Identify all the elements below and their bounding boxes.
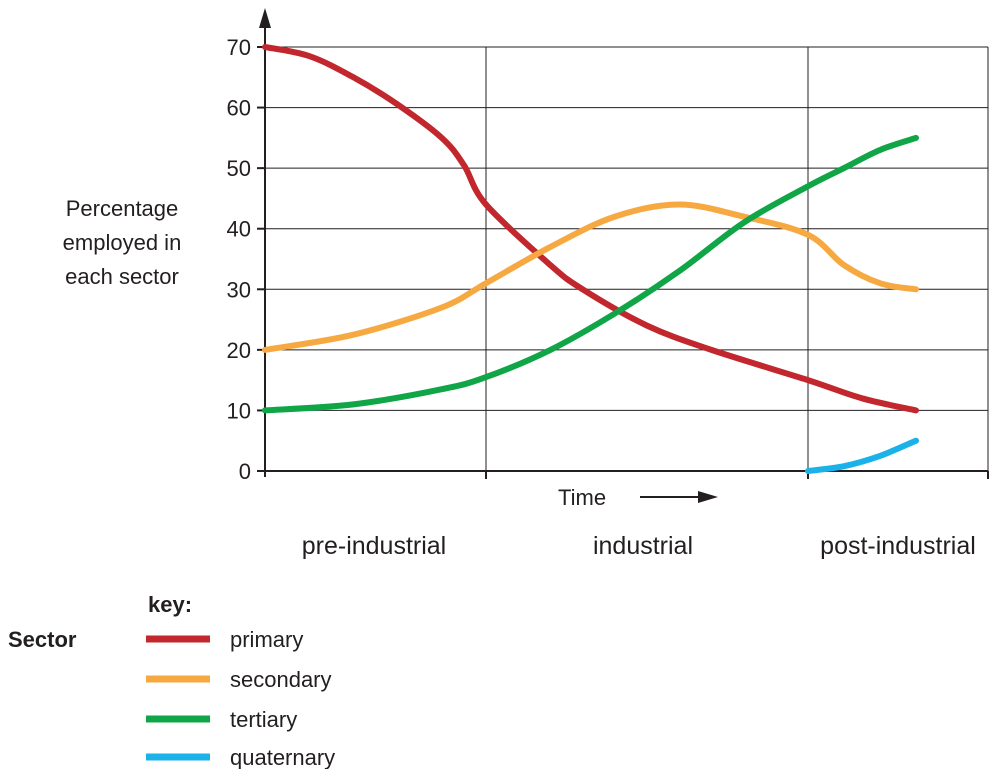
period-label-pre-industrial: pre-industrial <box>302 532 447 560</box>
key-title: key: <box>148 592 192 617</box>
y-axis-title-line-2: employed in <box>63 230 182 255</box>
y-tick-label-20: 20 <box>227 338 251 363</box>
key-label-quaternary: quaternary <box>230 745 335 769</box>
y-axis-title: Percentage employed in each sector <box>63 196 182 289</box>
y-tick-label-0: 0 <box>239 459 251 484</box>
y-tick-label-70: 70 <box>227 35 251 60</box>
chart-grid <box>265 46 989 471</box>
key-label-tertiary: tertiary <box>230 707 297 732</box>
period-label-industrial: industrial <box>593 532 693 560</box>
key-label-secondary: secondary <box>230 667 332 692</box>
y-axis-arrow-icon <box>259 8 271 28</box>
chart-axes <box>259 8 989 479</box>
chart-series <box>262 44 919 474</box>
period-label-post-industrial: post-industrial <box>820 532 976 560</box>
series-line-tertiary <box>262 134 919 414</box>
y-tick-label-50: 50 <box>227 156 251 181</box>
series-line-quaternary <box>805 437 919 474</box>
x-axis-title: Time <box>558 485 606 510</box>
x-axis-title: Time <box>558 485 718 510</box>
y-tick-label-60: 60 <box>227 96 251 121</box>
y-tick-label-40: 40 <box>227 217 251 242</box>
y-axis-title-line-3: each sector <box>65 264 179 289</box>
period-labels: pre-industrial industrial post-industria… <box>302 532 976 560</box>
y-axis-title-line-1: Percentage <box>66 196 179 221</box>
key-group-label: Sector <box>8 627 77 652</box>
y-tick-label-10: 10 <box>227 398 251 423</box>
time-arrow-head-icon <box>698 491 718 503</box>
chart-key: key: Sector primary secondary tertiary q… <box>8 592 335 769</box>
series-line-secondary <box>262 201 919 353</box>
key-label-primary: primary <box>230 627 303 652</box>
y-tick-label-30: 30 <box>227 277 251 302</box>
y-axis-ticks: 0 10 20 30 40 50 60 70 <box>227 35 265 484</box>
